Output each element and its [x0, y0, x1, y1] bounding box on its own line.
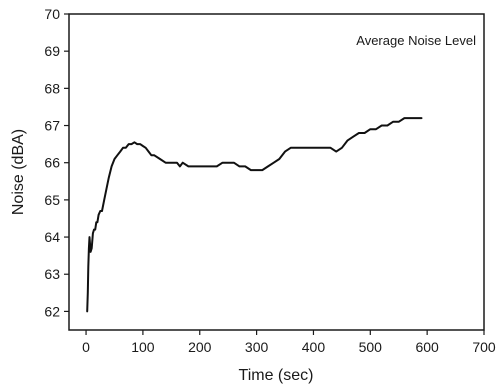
x-tick-label: 400: [302, 339, 326, 355]
y-tick-label: 62: [44, 303, 60, 319]
chart-annotation: Average Noise Level: [356, 33, 476, 48]
x-tick-label: 300: [245, 339, 269, 355]
x-axis-title: Time (sec): [239, 367, 314, 384]
x-tick-label: 100: [131, 339, 155, 355]
y-tick-label: 63: [44, 266, 60, 282]
y-tick-label: 69: [44, 43, 60, 59]
y-tick-label: 70: [44, 6, 60, 22]
x-axis-ticks: 0 100 200 300 400 500 600 700: [82, 330, 496, 355]
y-tick-label: 67: [44, 118, 60, 134]
y-tick-label: 65: [44, 192, 60, 208]
y-axis-title: Noise (dBA): [10, 129, 27, 215]
y-tick-label: 64: [44, 229, 60, 245]
x-tick-label: 500: [359, 339, 383, 355]
plot-frame: [68, 13, 485, 331]
y-tick-label: 68: [44, 80, 60, 96]
x-tick-label: 600: [415, 339, 439, 355]
noise-series-line: [86, 117, 423, 313]
y-axis-ticks: 62 63 64 65 66 67 68 69 70: [44, 6, 69, 319]
x-tick-label: 700: [472, 339, 496, 355]
x-tick-label: 0: [82, 339, 90, 355]
x-tick-label: 200: [188, 339, 212, 355]
y-tick-label: 66: [44, 155, 60, 171]
